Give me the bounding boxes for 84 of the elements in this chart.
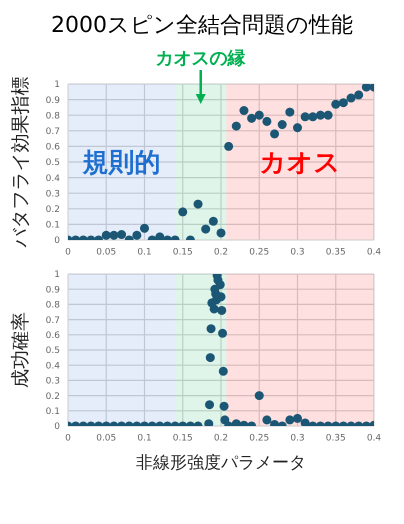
point: [331, 100, 340, 109]
point: [354, 90, 364, 100]
point: [239, 106, 248, 116]
y-tick-label: 0.5: [46, 346, 60, 356]
point: [300, 112, 310, 122]
y-tick-label: 0.1: [46, 406, 60, 417]
x-tick-label: 0.4: [366, 247, 382, 258]
point: [254, 110, 264, 120]
y-tick-label: 0.4: [46, 174, 60, 184]
point: [218, 328, 228, 338]
x-tick-label: 0.2: [214, 433, 228, 444]
x-tick-label: 0.35: [326, 433, 346, 444]
point: [216, 280, 225, 290]
x-tick-label: 0.35: [326, 247, 346, 258]
point: [210, 304, 219, 314]
x-tick-label: 0.05: [96, 247, 116, 258]
point: [140, 224, 150, 233]
point: [224, 142, 234, 151]
x-tick-label: 0.25: [249, 433, 270, 444]
point: [155, 232, 164, 240]
point: [270, 129, 280, 138]
y-tick-label: 0.3: [46, 376, 60, 387]
x-tick-label: 0.15: [172, 433, 193, 444]
point: [132, 230, 142, 240]
y-tick-label: 0.5: [46, 158, 60, 168]
y-tick-label: 1: [54, 270, 60, 280]
point: [206, 324, 216, 334]
point: [262, 116, 272, 126]
y-tick-label: 0.6: [46, 142, 60, 153]
x-tick-label: 0.1: [137, 433, 152, 444]
x-tick-label: 0.25: [249, 247, 270, 258]
point: [324, 110, 333, 120]
point: [109, 230, 118, 240]
y-tick-label: 0.3: [46, 189, 60, 200]
y-tick-label: 0.1: [46, 220, 60, 231]
y-tick-label: 0.7: [46, 126, 60, 137]
y-tick-label: 0.6: [46, 330, 60, 341]
y-axis-title: バタフライ効果指標: [10, 76, 32, 248]
x-tick-label: 0: [65, 433, 72, 444]
y-tick-label: 0.2: [46, 392, 60, 402]
y-tick-label: 0.2: [46, 204, 60, 215]
point: [247, 114, 256, 123]
point: [102, 230, 111, 240]
point: [300, 418, 310, 426]
x-tick-label: 0.1: [137, 247, 152, 258]
x-tick-label: 0.15: [172, 247, 193, 258]
y-axis-title: 成功確率: [10, 312, 32, 388]
point: [308, 112, 318, 122]
point: [178, 207, 188, 216]
point: [218, 366, 228, 376]
y-tick-label: 0.4: [46, 361, 60, 372]
point: [346, 94, 356, 103]
y-tick-label: 0.8: [46, 300, 60, 311]
point: [285, 108, 294, 117]
point: [278, 120, 287, 130]
point: [194, 200, 203, 209]
y-tick-label: 0.9: [46, 285, 60, 296]
point: [316, 110, 325, 120]
y-tick-label: 1: [54, 80, 60, 90]
band-label: カオス: [260, 148, 341, 178]
text: カオスの縁: [156, 48, 247, 69]
point: [216, 228, 226, 238]
point: [217, 306, 226, 315]
x-tick-label: 0.4: [366, 433, 382, 444]
y-tick-label: 0.9: [46, 96, 60, 106]
point: [206, 353, 215, 362]
x-tick-label: 0.05: [96, 433, 116, 444]
x-axis-title: 非線形強度パラメータ: [136, 453, 306, 473]
point: [232, 122, 241, 131]
point: [201, 224, 210, 234]
x-tick-label: 0: [65, 247, 72, 258]
point: [292, 123, 302, 132]
y-tick-label: 0.7: [46, 316, 60, 326]
y-tick-label: 0: [54, 236, 60, 246]
x-tick-label: 0.3: [290, 247, 305, 258]
band-label: 規則的: [82, 148, 161, 178]
point: [338, 98, 348, 108]
point: [208, 216, 218, 226]
y-tick-label: 0: [54, 422, 60, 432]
y-tick-label: 0.8: [46, 111, 60, 122]
chart-title: 2000スピン全結合問題の性能: [50, 12, 354, 40]
point: [362, 84, 371, 92]
x-tick-label: 0.3: [290, 433, 305, 444]
x-tick-label: 0.2: [214, 247, 228, 258]
